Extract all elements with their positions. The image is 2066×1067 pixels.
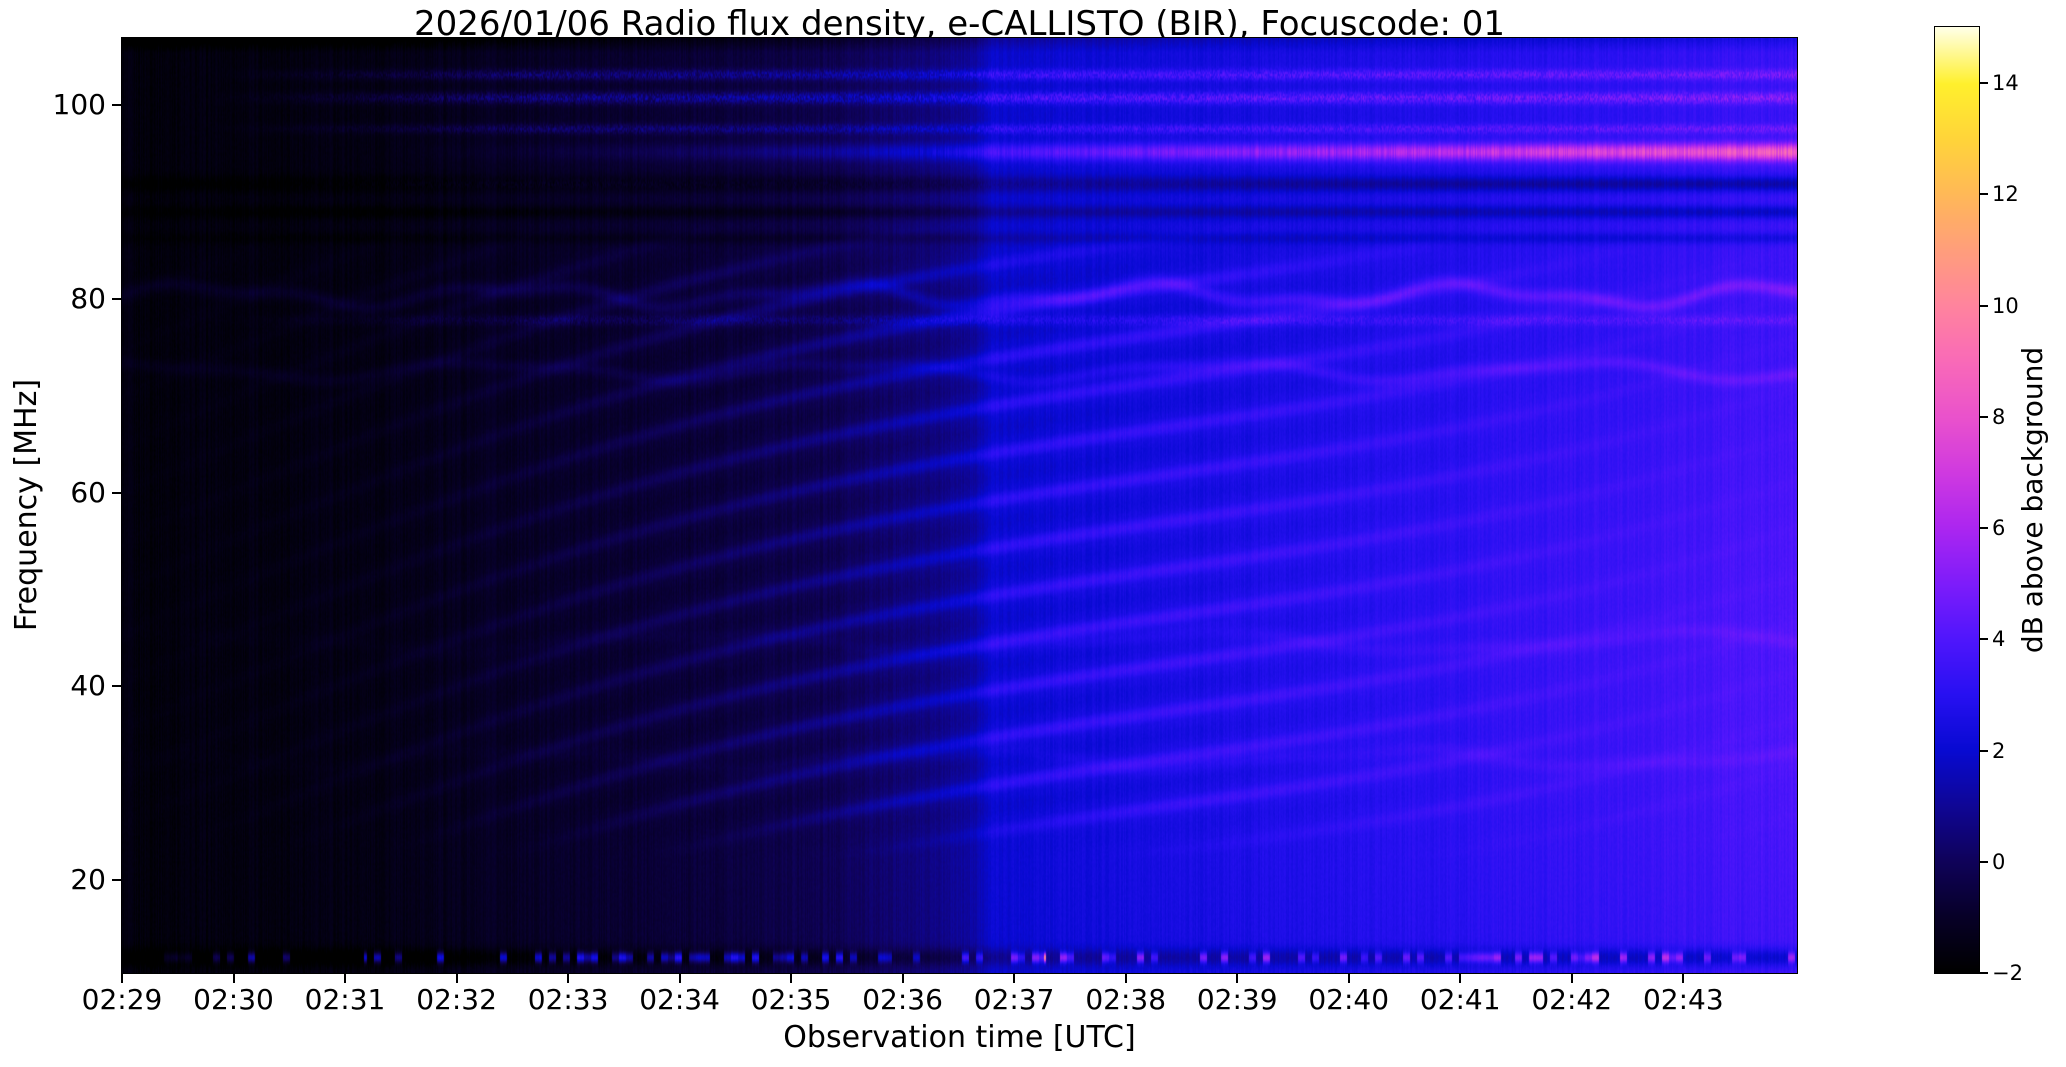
x-tick-mark bbox=[567, 974, 570, 983]
colorbar-tick-mark bbox=[1980, 527, 1988, 530]
colorbar-tick-mark bbox=[1980, 415, 1988, 418]
colorbar-tick-label: 8 bbox=[1992, 404, 2006, 429]
y-tick-mark bbox=[112, 297, 121, 300]
y-tick-mark bbox=[112, 685, 121, 688]
colorbar-tick-mark bbox=[1980, 860, 1988, 863]
x-tick-label: 02:31 bbox=[304, 983, 386, 1016]
colorbar-tick-mark bbox=[1980, 972, 1988, 974]
y-tick-label: 80 bbox=[70, 281, 106, 315]
x-tick-label: 02:32 bbox=[416, 983, 497, 1016]
x-tick-mark bbox=[232, 974, 235, 983]
x-tick-mark bbox=[1347, 974, 1350, 983]
x-tick-label: 02:33 bbox=[527, 983, 609, 1016]
y-tick-mark bbox=[112, 879, 121, 881]
x-tick-mark bbox=[678, 974, 681, 983]
colorbar-tick-label: 12 bbox=[1992, 182, 2019, 207]
colorbar-tick-label: 10 bbox=[1992, 293, 2019, 318]
colorbar-gradient bbox=[1935, 27, 1979, 973]
x-tick-mark bbox=[790, 974, 793, 983]
x-tick-label: 02:29 bbox=[81, 983, 163, 1016]
colorbar-tick-label: 0 bbox=[1992, 849, 2006, 874]
x-tick-label: 02:40 bbox=[1308, 983, 1390, 1016]
y-axis-label: Frequency [MHz] bbox=[9, 378, 44, 632]
y-tick-mark bbox=[112, 491, 121, 494]
x-tick-label: 02:41 bbox=[1419, 983, 1501, 1016]
y-tick-label: 60 bbox=[70, 475, 106, 509]
x-tick-label: 02:37 bbox=[973, 983, 1055, 1016]
x-axis-label: Observation time [UTC] bbox=[783, 1020, 1136, 1055]
x-tick-label: 02:38 bbox=[1085, 983, 1167, 1016]
x-tick-mark bbox=[1570, 974, 1573, 983]
colorbar-tick-mark bbox=[1980, 193, 1988, 196]
x-tick-mark bbox=[1013, 974, 1016, 983]
colorbar-tick-label: −2 bbox=[1992, 961, 2023, 985]
x-tick-label: 02:30 bbox=[193, 983, 274, 1016]
colorbar bbox=[1934, 26, 1980, 974]
colorbar-tick-label: 4 bbox=[1992, 627, 2006, 652]
colorbar-label: dB above background bbox=[2016, 346, 2049, 654]
colorbar-tick-label: 6 bbox=[1992, 516, 2006, 541]
x-tick-label: 02:34 bbox=[639, 983, 720, 1016]
y-tick-mark bbox=[112, 104, 121, 106]
x-tick-label: 02:42 bbox=[1531, 983, 1613, 1016]
colorbar-tick-mark bbox=[1980, 749, 1988, 752]
x-tick-mark bbox=[455, 974, 458, 983]
y-tick-label: 20 bbox=[70, 863, 106, 896]
x-tick-mark bbox=[901, 974, 904, 983]
colorbar-tick-label: 2 bbox=[1992, 738, 2006, 763]
colorbar-tick-mark bbox=[1980, 304, 1988, 307]
colorbar-tick-mark bbox=[1980, 82, 1988, 85]
y-tick-label: 100 bbox=[52, 88, 106, 121]
x-tick-mark bbox=[1682, 974, 1685, 983]
x-tick-label: 02:43 bbox=[1642, 983, 1724, 1016]
x-tick-mark bbox=[1124, 974, 1127, 983]
colorbar-tick-label: 14 bbox=[1992, 71, 2019, 96]
x-tick-mark bbox=[1459, 974, 1462, 983]
x-tick-mark bbox=[121, 974, 123, 983]
x-tick-mark bbox=[1236, 974, 1239, 983]
x-tick-label: 02:39 bbox=[1196, 983, 1278, 1016]
colorbar-tick-mark bbox=[1980, 638, 1988, 641]
spectrogram-heatmap bbox=[122, 38, 1797, 973]
x-tick-label: 02:36 bbox=[862, 983, 943, 1016]
x-tick-label: 02:35 bbox=[750, 983, 832, 1016]
y-tick-label: 40 bbox=[70, 669, 106, 703]
x-tick-mark bbox=[344, 974, 346, 983]
plot-area bbox=[121, 37, 1798, 974]
